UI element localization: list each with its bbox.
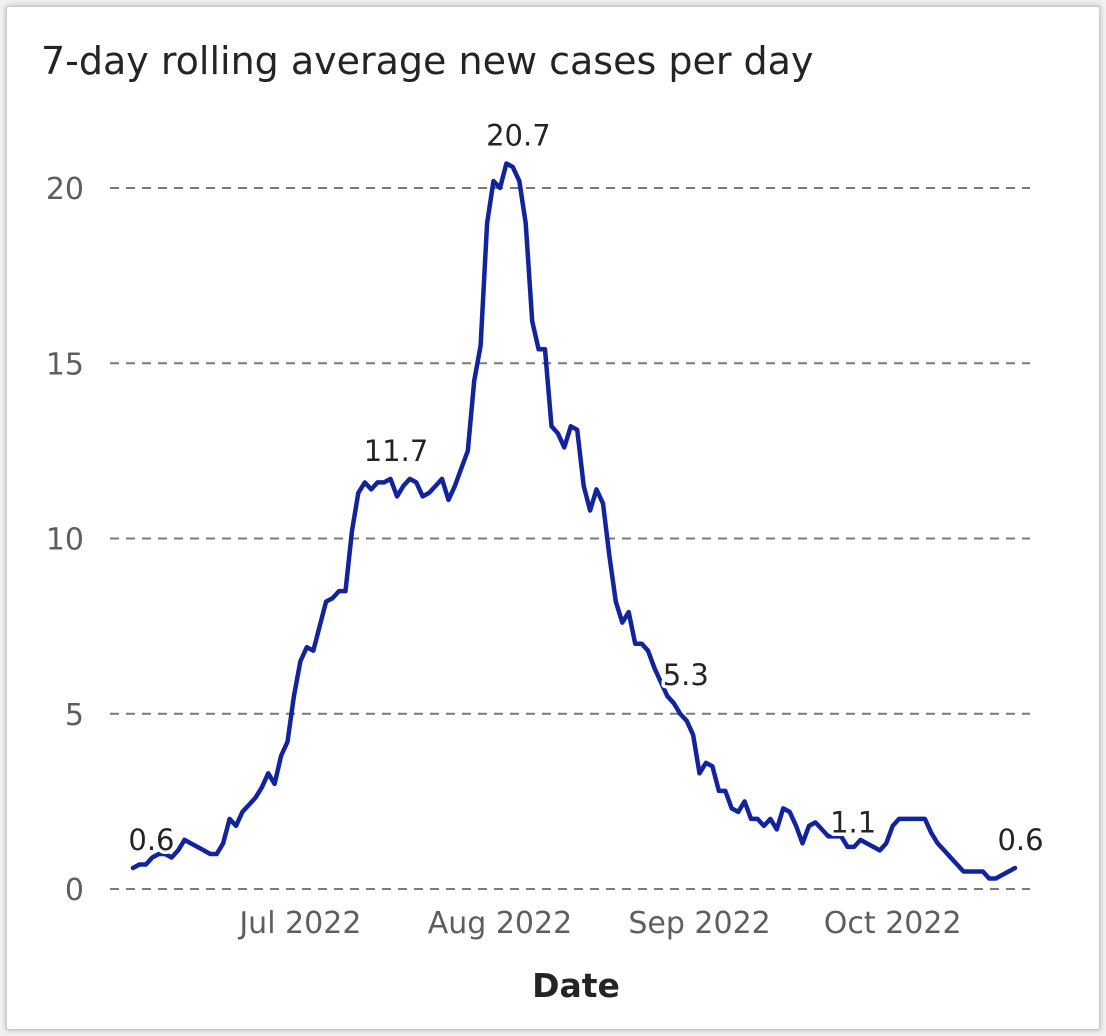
data-labels: 0.6 11.7 20.7 5.3 1.1 0.6 <box>125 115 1047 861</box>
data-label: 5.3 <box>663 658 709 692</box>
y-tick-label: 5 <box>65 698 84 733</box>
x-tick-label: Oct 2022 <box>824 906 962 941</box>
x-tick-label: Jul 2022 <box>237 906 361 941</box>
y-axis-ticks: 0 5 10 15 20 <box>46 172 84 908</box>
chart-title: 7-day rolling average new cases per day <box>41 39 814 83</box>
gridlines <box>110 187 1030 890</box>
x-tick-label: Aug 2022 <box>428 906 572 941</box>
y-tick-label: 0 <box>65 873 84 908</box>
y-tick-label: 20 <box>46 172 84 207</box>
y-tick-label: 15 <box>46 347 84 382</box>
series-layer <box>130 161 1018 881</box>
y-tick-label: 10 <box>46 523 84 558</box>
chart-card: 7-day rolling average new cases per day <box>6 6 1100 1030</box>
x-axis-ticks: Jul 2022 Aug 2022 Sep 2022 Oct 2022 <box>237 906 961 941</box>
x-tick-label: Sep 2022 <box>628 906 770 941</box>
data-label: 0.6 <box>128 823 174 857</box>
data-label: 1.1 <box>830 805 876 839</box>
series-line <box>130 161 1018 881</box>
data-label: 0.6 <box>997 823 1043 857</box>
x-axis-title: Date <box>532 966 620 1005</box>
data-label: 20.7 <box>486 118 551 152</box>
data-label: 11.7 <box>364 434 429 468</box>
